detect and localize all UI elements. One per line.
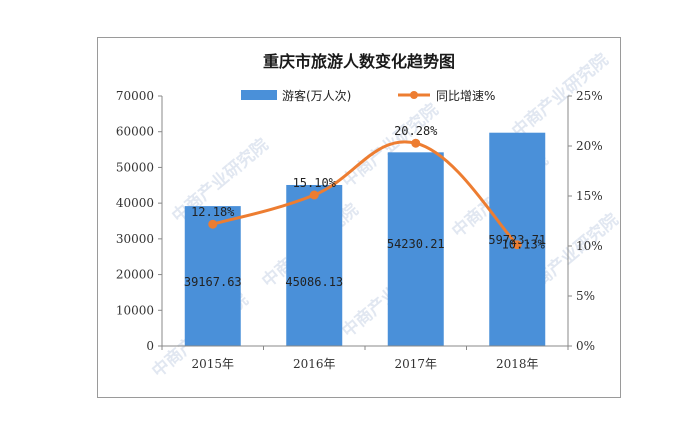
right-axis: 0% 5% 10% 15% 20% 25%: [567, 89, 603, 353]
left-tick-label: 60000: [116, 125, 154, 139]
bar-value-label: 45086.13: [285, 275, 343, 289]
line-value-label: 12.18%: [191, 205, 235, 219]
line-series: [208, 138, 522, 250]
line-point: [208, 219, 218, 229]
legend: 游客(万人次) 同比增速%: [241, 88, 495, 103]
bar: [184, 206, 241, 346]
right-tick-label: 0%: [576, 339, 595, 353]
left-tick-label: 70000: [116, 89, 154, 103]
bar: [489, 132, 546, 346]
chart-title: 重庆市旅游人数变化趋势图: [263, 52, 455, 71]
x-tick-label: 2016年: [293, 357, 336, 371]
x-tick-label: 2017年: [394, 357, 437, 371]
left-tick-label: 30000: [116, 232, 154, 246]
left-axis: 0 10000 20000 30000 40000 50000 60000 70000: [116, 89, 163, 353]
right-tick-label: 25%: [576, 89, 603, 103]
legend-bar-swatch: [241, 90, 277, 100]
legend-line-label: 同比增速%: [436, 89, 495, 103]
x-tick-label: 2015年: [191, 357, 234, 371]
line-value-label: 15.10%: [293, 176, 337, 190]
left-tick-label: 40000: [116, 196, 154, 210]
bar-series: [184, 132, 546, 346]
left-tick-label: 10000: [116, 303, 154, 317]
bar-value-label: 39167.63: [184, 275, 242, 289]
line-point: [411, 138, 421, 148]
left-tick-label: 0: [146, 339, 154, 353]
line-value-label: 10.13%: [502, 238, 546, 252]
right-tick-label: 15%: [576, 189, 603, 203]
bar-value-label: 54230.21: [387, 237, 445, 251]
bar: [387, 152, 444, 346]
legend-line-marker: [410, 91, 418, 99]
left-tick-label: 20000: [116, 268, 154, 282]
left-tick-label: 50000: [116, 160, 154, 174]
x-axis: 2015年 2016年 2017年 2018年: [161, 345, 569, 371]
bar-value-label: 59723.71: [488, 233, 546, 247]
right-tick-label: 20%: [576, 139, 603, 153]
growth-line: [212, 140, 519, 246]
right-tick-label: 10%: [576, 239, 603, 253]
data-labels: 39167.63 45086.13 54230.21 59723.71 12.18% 15…: [184, 124, 546, 289]
line-value-label: 20.28%: [394, 124, 438, 138]
bar: [286, 184, 343, 346]
chart-frame: 中商产业研究院中商产业研究院中商产业研究院中商产业研究院中商产业研究院中商产业研…: [97, 37, 621, 398]
legend-bar-label: 游客(万人次): [282, 88, 351, 103]
line-point: [309, 190, 319, 200]
chart-svg: 中商产业研究院中商产业研究院中商产业研究院中商产业研究院中商产业研究院中商产业研…: [116, 49, 620, 382]
line-point: [512, 240, 522, 250]
x-tick-label: 2018年: [496, 357, 539, 371]
right-tick-label: 5%: [576, 289, 595, 303]
